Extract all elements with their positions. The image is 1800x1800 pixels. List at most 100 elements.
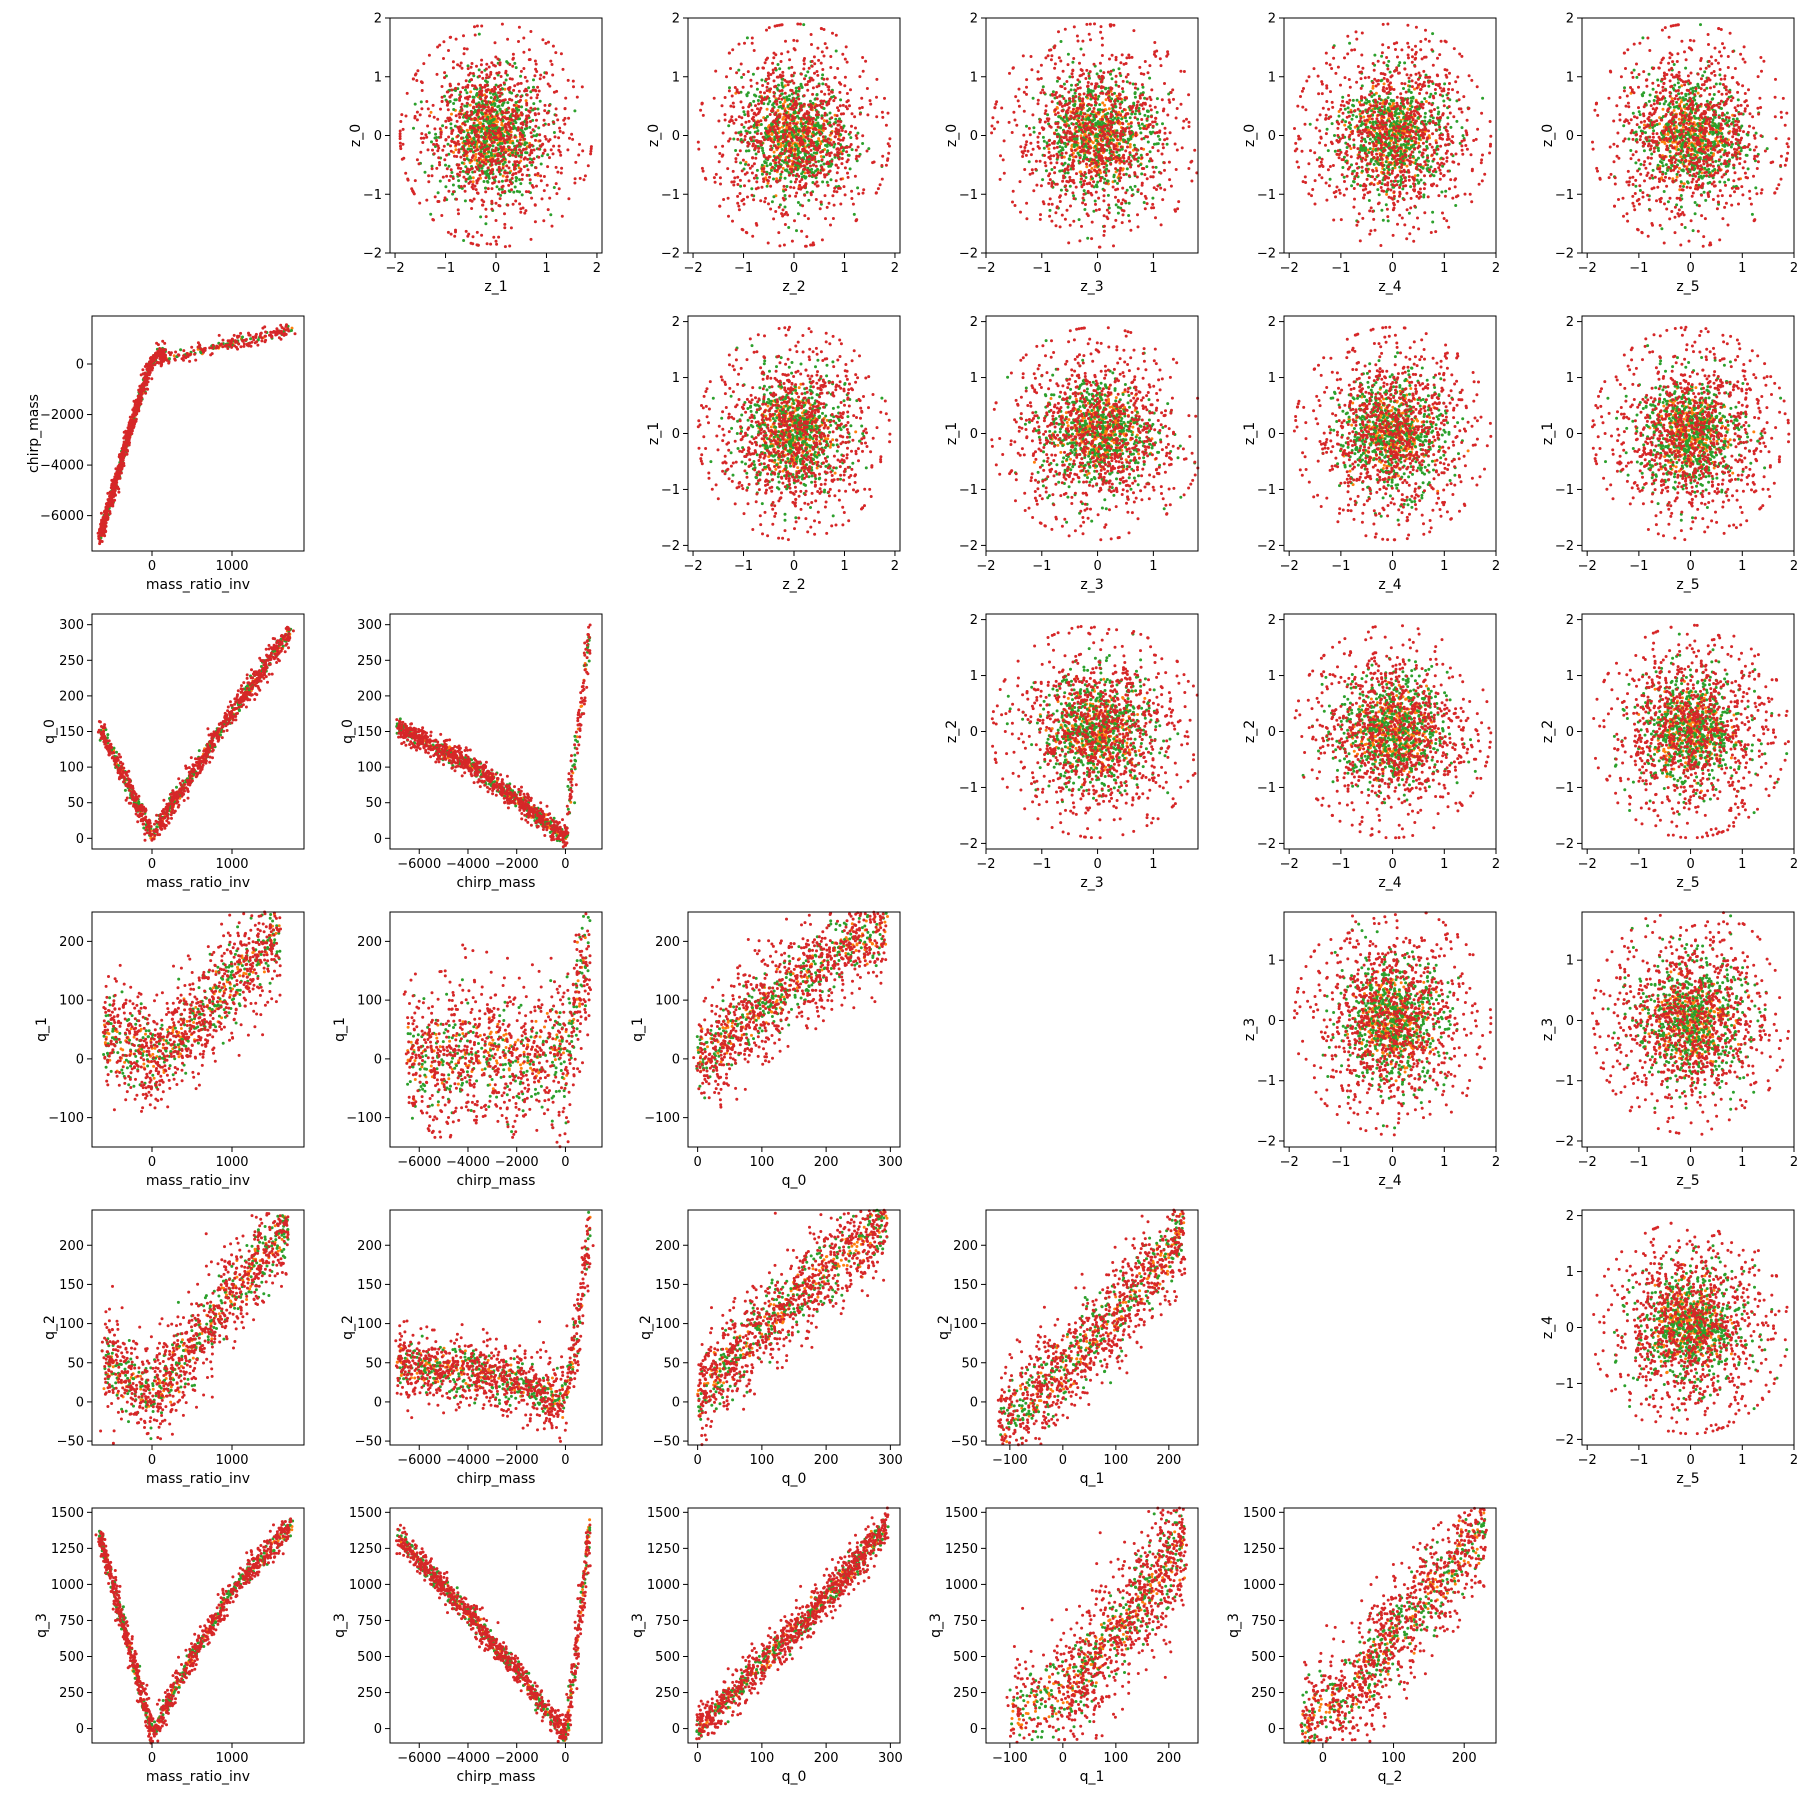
data-point-red xyxy=(1131,110,1134,113)
data-point-red xyxy=(1098,246,1101,249)
data-point-red xyxy=(1137,188,1140,191)
data-point-red xyxy=(1097,148,1100,151)
data-point-red xyxy=(1114,99,1117,102)
data-point-red xyxy=(1075,141,1078,144)
data-point-orange xyxy=(469,90,472,93)
data-point-red xyxy=(464,142,467,145)
data-point-red xyxy=(787,83,790,86)
data-point-green xyxy=(520,105,523,108)
data-point-red xyxy=(1025,217,1028,220)
data-point-red xyxy=(522,51,525,54)
data-point-red xyxy=(466,48,469,51)
data-point-orange xyxy=(766,108,769,111)
data-point-red xyxy=(815,198,818,201)
data-point-red xyxy=(450,233,453,236)
data-point-red xyxy=(995,100,998,103)
data-point-red xyxy=(517,126,520,129)
data-point-red xyxy=(439,136,442,139)
data-point-red xyxy=(1102,71,1105,74)
data-point-red xyxy=(457,208,460,211)
data-point-red xyxy=(782,136,785,139)
data-point-green xyxy=(1097,85,1100,88)
data-point-green xyxy=(488,120,491,123)
data-point-green xyxy=(1055,129,1058,132)
data-point-red xyxy=(514,200,517,203)
data-point-red xyxy=(589,150,592,153)
data-point-red xyxy=(1115,75,1118,78)
data-point-green xyxy=(472,96,475,99)
data-point-red xyxy=(415,79,418,82)
data-point-red xyxy=(554,135,557,138)
data-point-red xyxy=(552,145,555,148)
data-point-red xyxy=(415,72,418,75)
data-point-red xyxy=(1109,163,1112,166)
data-point-red xyxy=(497,204,500,207)
data-point-red xyxy=(422,62,425,65)
data-point-red xyxy=(731,220,734,223)
data-point-red xyxy=(1102,86,1105,89)
data-point-green xyxy=(812,131,815,134)
data-point-red xyxy=(497,85,500,88)
data-point-red xyxy=(484,99,487,102)
data-point-red xyxy=(855,157,858,160)
data-point-red xyxy=(755,174,758,177)
data-point-red xyxy=(1083,171,1086,174)
data-point-red xyxy=(866,87,869,90)
data-point-red xyxy=(1125,62,1128,65)
data-point-red xyxy=(757,147,760,150)
data-point-red xyxy=(1107,170,1110,173)
data-point-red xyxy=(1081,100,1084,103)
data-point-red xyxy=(736,153,739,156)
data-point-red xyxy=(775,122,778,125)
data-point-red xyxy=(511,114,514,117)
data-point-red xyxy=(460,137,463,140)
data-point-red xyxy=(802,122,805,125)
data-point-red xyxy=(1137,122,1140,125)
data-point-red xyxy=(809,244,812,247)
data-point-red xyxy=(739,179,742,182)
data-point-red xyxy=(510,99,513,102)
data-point-red xyxy=(1162,108,1165,111)
data-point-red xyxy=(439,108,442,111)
data-point-red xyxy=(1127,54,1130,57)
data-point-red xyxy=(847,176,850,179)
data-point-red xyxy=(450,94,453,97)
data-point-green xyxy=(492,118,495,121)
data-point-green xyxy=(1126,167,1129,170)
data-point-red xyxy=(1067,63,1070,66)
data-point-red xyxy=(714,181,717,184)
data-point-red xyxy=(784,129,787,132)
data-point-red xyxy=(499,155,502,158)
data-point-red xyxy=(766,179,769,182)
data-point-red xyxy=(784,188,787,191)
data-point-red xyxy=(461,103,464,106)
data-point-red xyxy=(768,130,771,133)
data-point-red xyxy=(761,66,764,69)
data-point-green xyxy=(848,154,851,157)
data-point-red xyxy=(529,120,532,123)
data-point-red xyxy=(751,109,754,112)
data-point-red xyxy=(491,124,494,127)
data-point-green xyxy=(1086,237,1089,240)
data-point-green xyxy=(518,117,521,120)
data-point-red xyxy=(811,60,814,63)
data-point-red xyxy=(1147,71,1150,74)
data-point-orange xyxy=(773,151,776,154)
data-point-red xyxy=(835,190,838,193)
data-point-red xyxy=(734,131,737,134)
data-point-red xyxy=(529,30,532,33)
data-point-red xyxy=(514,172,517,175)
data-point-red xyxy=(718,152,721,155)
data-point-red xyxy=(743,42,746,45)
data-point-red xyxy=(1085,69,1088,72)
data-point-red xyxy=(493,132,496,135)
data-point-red xyxy=(1072,97,1075,100)
data-point-red xyxy=(797,129,800,132)
data-point-red xyxy=(489,112,492,115)
data-point-red xyxy=(713,176,716,179)
data-point-green xyxy=(496,185,499,188)
data-point-red xyxy=(836,106,839,109)
data-point-red xyxy=(824,194,827,197)
data-point-red xyxy=(794,181,797,184)
data-point-red xyxy=(791,115,794,118)
